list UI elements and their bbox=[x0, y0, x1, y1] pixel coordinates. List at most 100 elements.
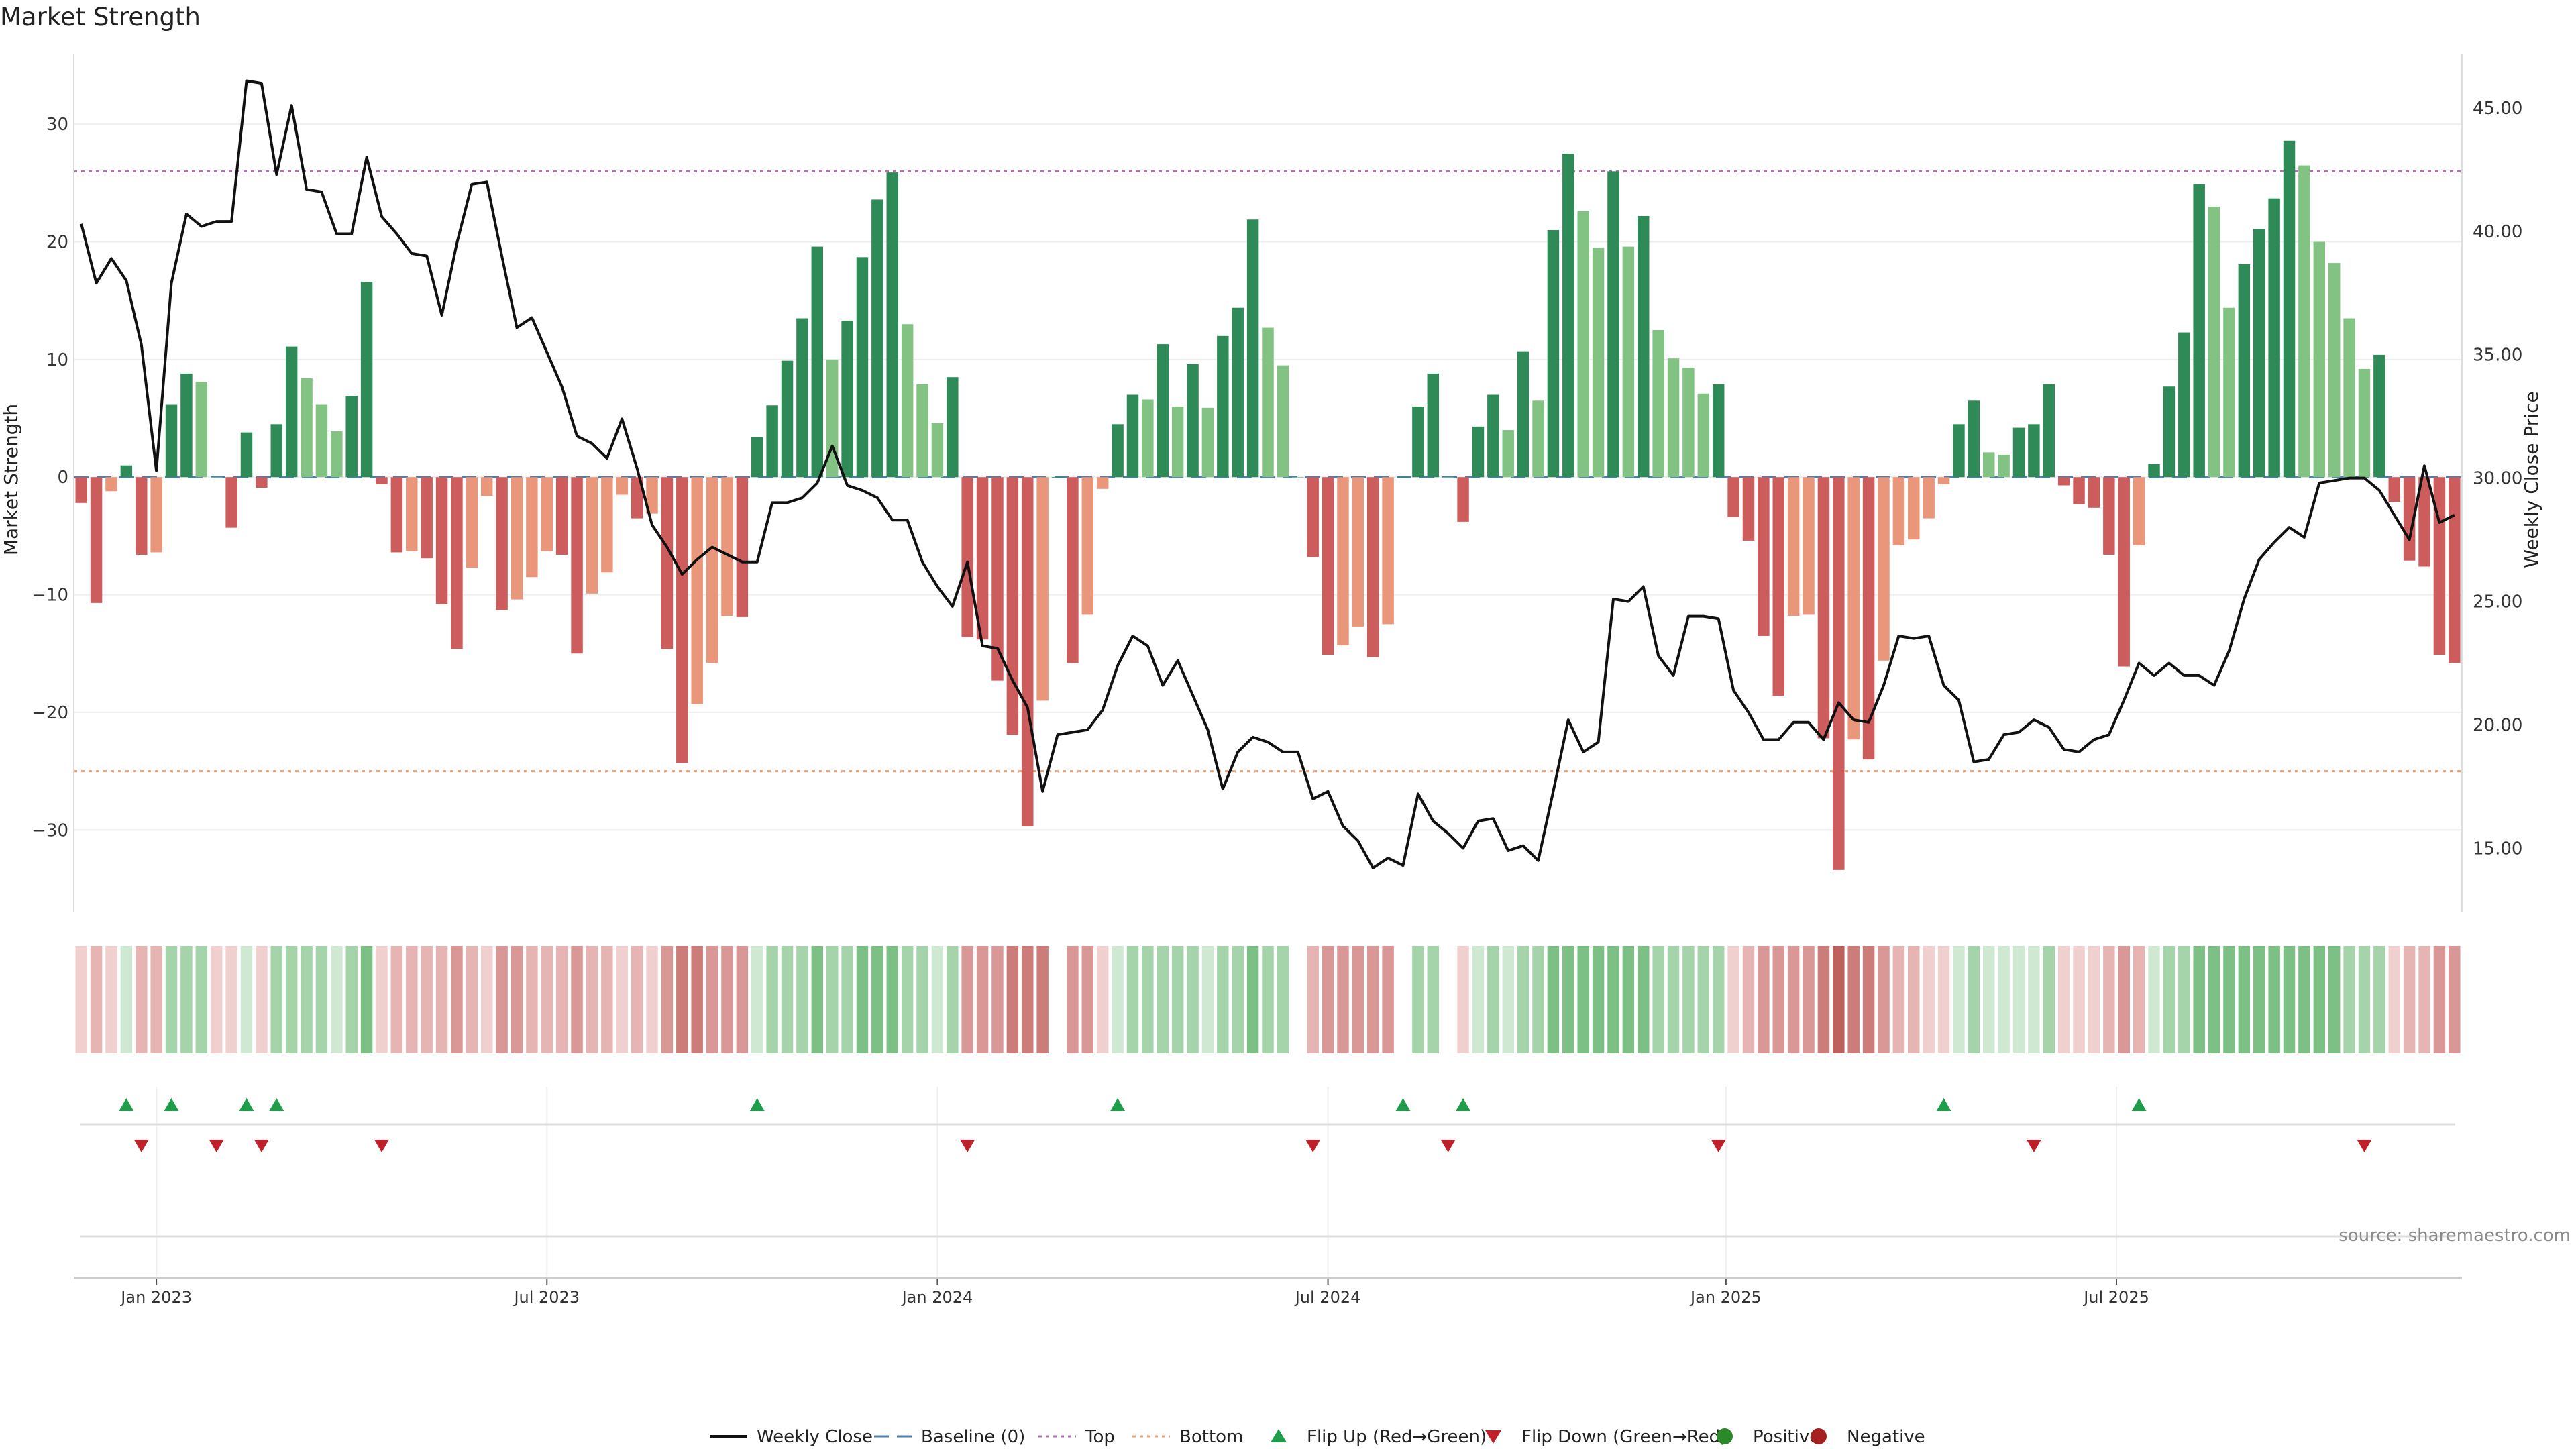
heat-cell bbox=[2418, 946, 2430, 1053]
heat-cell bbox=[1081, 946, 1094, 1053]
strength-bar bbox=[1006, 477, 1019, 735]
heat-cell bbox=[2073, 946, 2085, 1053]
strength-bar bbox=[435, 477, 448, 604]
heat-cell bbox=[2148, 946, 2160, 1053]
heat-cell bbox=[1142, 946, 1154, 1053]
heat-cell bbox=[1006, 946, 1019, 1053]
strength-bar bbox=[136, 477, 148, 555]
flip-down-marker bbox=[960, 1140, 975, 1152]
heat-cell bbox=[165, 946, 178, 1053]
strength-bar bbox=[1742, 477, 1755, 541]
strength-bar bbox=[376, 477, 388, 484]
strength-bar bbox=[165, 404, 178, 478]
strength-bar bbox=[150, 477, 162, 553]
heat-cell bbox=[616, 946, 628, 1053]
heat-cell bbox=[2133, 946, 2145, 1053]
strength-bar bbox=[1126, 394, 1139, 478]
strength-bar bbox=[2358, 368, 2371, 478]
flip-down-marker bbox=[374, 1140, 389, 1152]
heat-cell bbox=[1982, 946, 1995, 1053]
flip-up-marker bbox=[1110, 1098, 1126, 1111]
heat-cell bbox=[1787, 946, 1800, 1053]
strength-bar bbox=[480, 477, 493, 496]
strength-bar bbox=[961, 477, 973, 637]
strength-bar bbox=[2328, 263, 2341, 478]
heat-cell bbox=[1937, 946, 1950, 1053]
strength-bar bbox=[1051, 477, 1064, 478]
strength-bar bbox=[1457, 477, 1469, 522]
strength-bar bbox=[240, 432, 253, 478]
strength-bar bbox=[1366, 477, 1379, 657]
flip-down-marker bbox=[209, 1140, 224, 1152]
strength-bar bbox=[2253, 229, 2265, 478]
heat-cell bbox=[1592, 946, 1605, 1053]
right-tick-label: 25.00 bbox=[2473, 592, 2522, 612]
strength-bar bbox=[360, 282, 373, 478]
flip-down-marker bbox=[2357, 1140, 2372, 1152]
heat-cell bbox=[2193, 946, 2205, 1053]
heat-cell bbox=[1833, 946, 1845, 1053]
strength-bar bbox=[1277, 365, 1289, 478]
strength-bar bbox=[1547, 230, 1560, 478]
strength-bar bbox=[2388, 477, 2400, 502]
heat-cell bbox=[1307, 946, 1319, 1053]
strength-bar bbox=[466, 477, 478, 568]
heat-cell bbox=[406, 946, 418, 1053]
strength-bar bbox=[1982, 452, 1995, 478]
heat-cell bbox=[2358, 946, 2371, 1053]
strength-bar bbox=[901, 324, 914, 478]
flip-up-marker bbox=[119, 1098, 134, 1111]
strength-bar bbox=[947, 377, 959, 478]
strength-bar bbox=[736, 477, 749, 617]
heat-cell bbox=[1682, 946, 1695, 1053]
strength-bar bbox=[1397, 477, 1409, 478]
flip-down-marker bbox=[1711, 1140, 1726, 1152]
strength-bar bbox=[526, 477, 538, 578]
strength-bar bbox=[390, 477, 403, 553]
legend-item: Flip Up (Red→Green) bbox=[1271, 1427, 1487, 1447]
strength-bar bbox=[1817, 477, 1830, 739]
heat-cell bbox=[1472, 946, 1485, 1053]
heat-cell bbox=[1652, 946, 1664, 1053]
strength-bar bbox=[886, 172, 898, 478]
strength-bar bbox=[1187, 364, 1199, 478]
heat-cell bbox=[1998, 946, 2010, 1053]
heat-cell bbox=[331, 946, 343, 1053]
left-tick-label: −20 bbox=[32, 703, 68, 723]
heat-cell bbox=[1246, 946, 1259, 1053]
strength-bar bbox=[616, 477, 628, 495]
weekly-close-line bbox=[80, 79, 2455, 869]
strength-bar bbox=[2373, 354, 2385, 478]
strength-bar bbox=[451, 477, 463, 649]
heat-cell bbox=[811, 946, 824, 1053]
heat-cell bbox=[1217, 946, 1229, 1053]
heat-cell bbox=[435, 946, 448, 1053]
left-tick-label: −10 bbox=[32, 586, 68, 606]
strength-bar bbox=[1727, 477, 1739, 517]
heat-cell bbox=[1923, 946, 1935, 1053]
strength-bar bbox=[1142, 399, 1154, 478]
strength-bar bbox=[256, 477, 268, 488]
heat-cell bbox=[2283, 946, 2296, 1053]
strength-bar bbox=[496, 477, 508, 610]
heat-cell bbox=[947, 946, 959, 1053]
strength-bar bbox=[1878, 477, 1890, 661]
legend-item: Baseline (0) bbox=[874, 1427, 1025, 1447]
strength-bar bbox=[120, 465, 133, 478]
right-tick-label: 45.00 bbox=[2473, 99, 2522, 119]
strength-bar bbox=[706, 477, 718, 663]
heat-cell bbox=[2433, 946, 2446, 1053]
strength-bar bbox=[826, 359, 839, 478]
strength-bar bbox=[661, 477, 674, 649]
strength-bar bbox=[2043, 384, 2055, 478]
strength-bar bbox=[1592, 248, 1605, 478]
legend-label: Baseline (0) bbox=[921, 1427, 1025, 1447]
strength-bar bbox=[2057, 477, 2070, 486]
left-axis: 30 20 10 0 −10 −20 −30 bbox=[32, 54, 74, 912]
strength-bar bbox=[2148, 464, 2160, 478]
source-label: source: sharemaestro.com bbox=[2339, 1226, 2571, 1246]
strength-bar bbox=[2343, 318, 2355, 478]
heat-cell bbox=[1067, 946, 1079, 1053]
y-axis-label-left: Market Strength bbox=[0, 404, 22, 555]
legend: Weekly Close Baseline (0) Top Bottom Flip Up… bbox=[710, 1427, 1925, 1447]
